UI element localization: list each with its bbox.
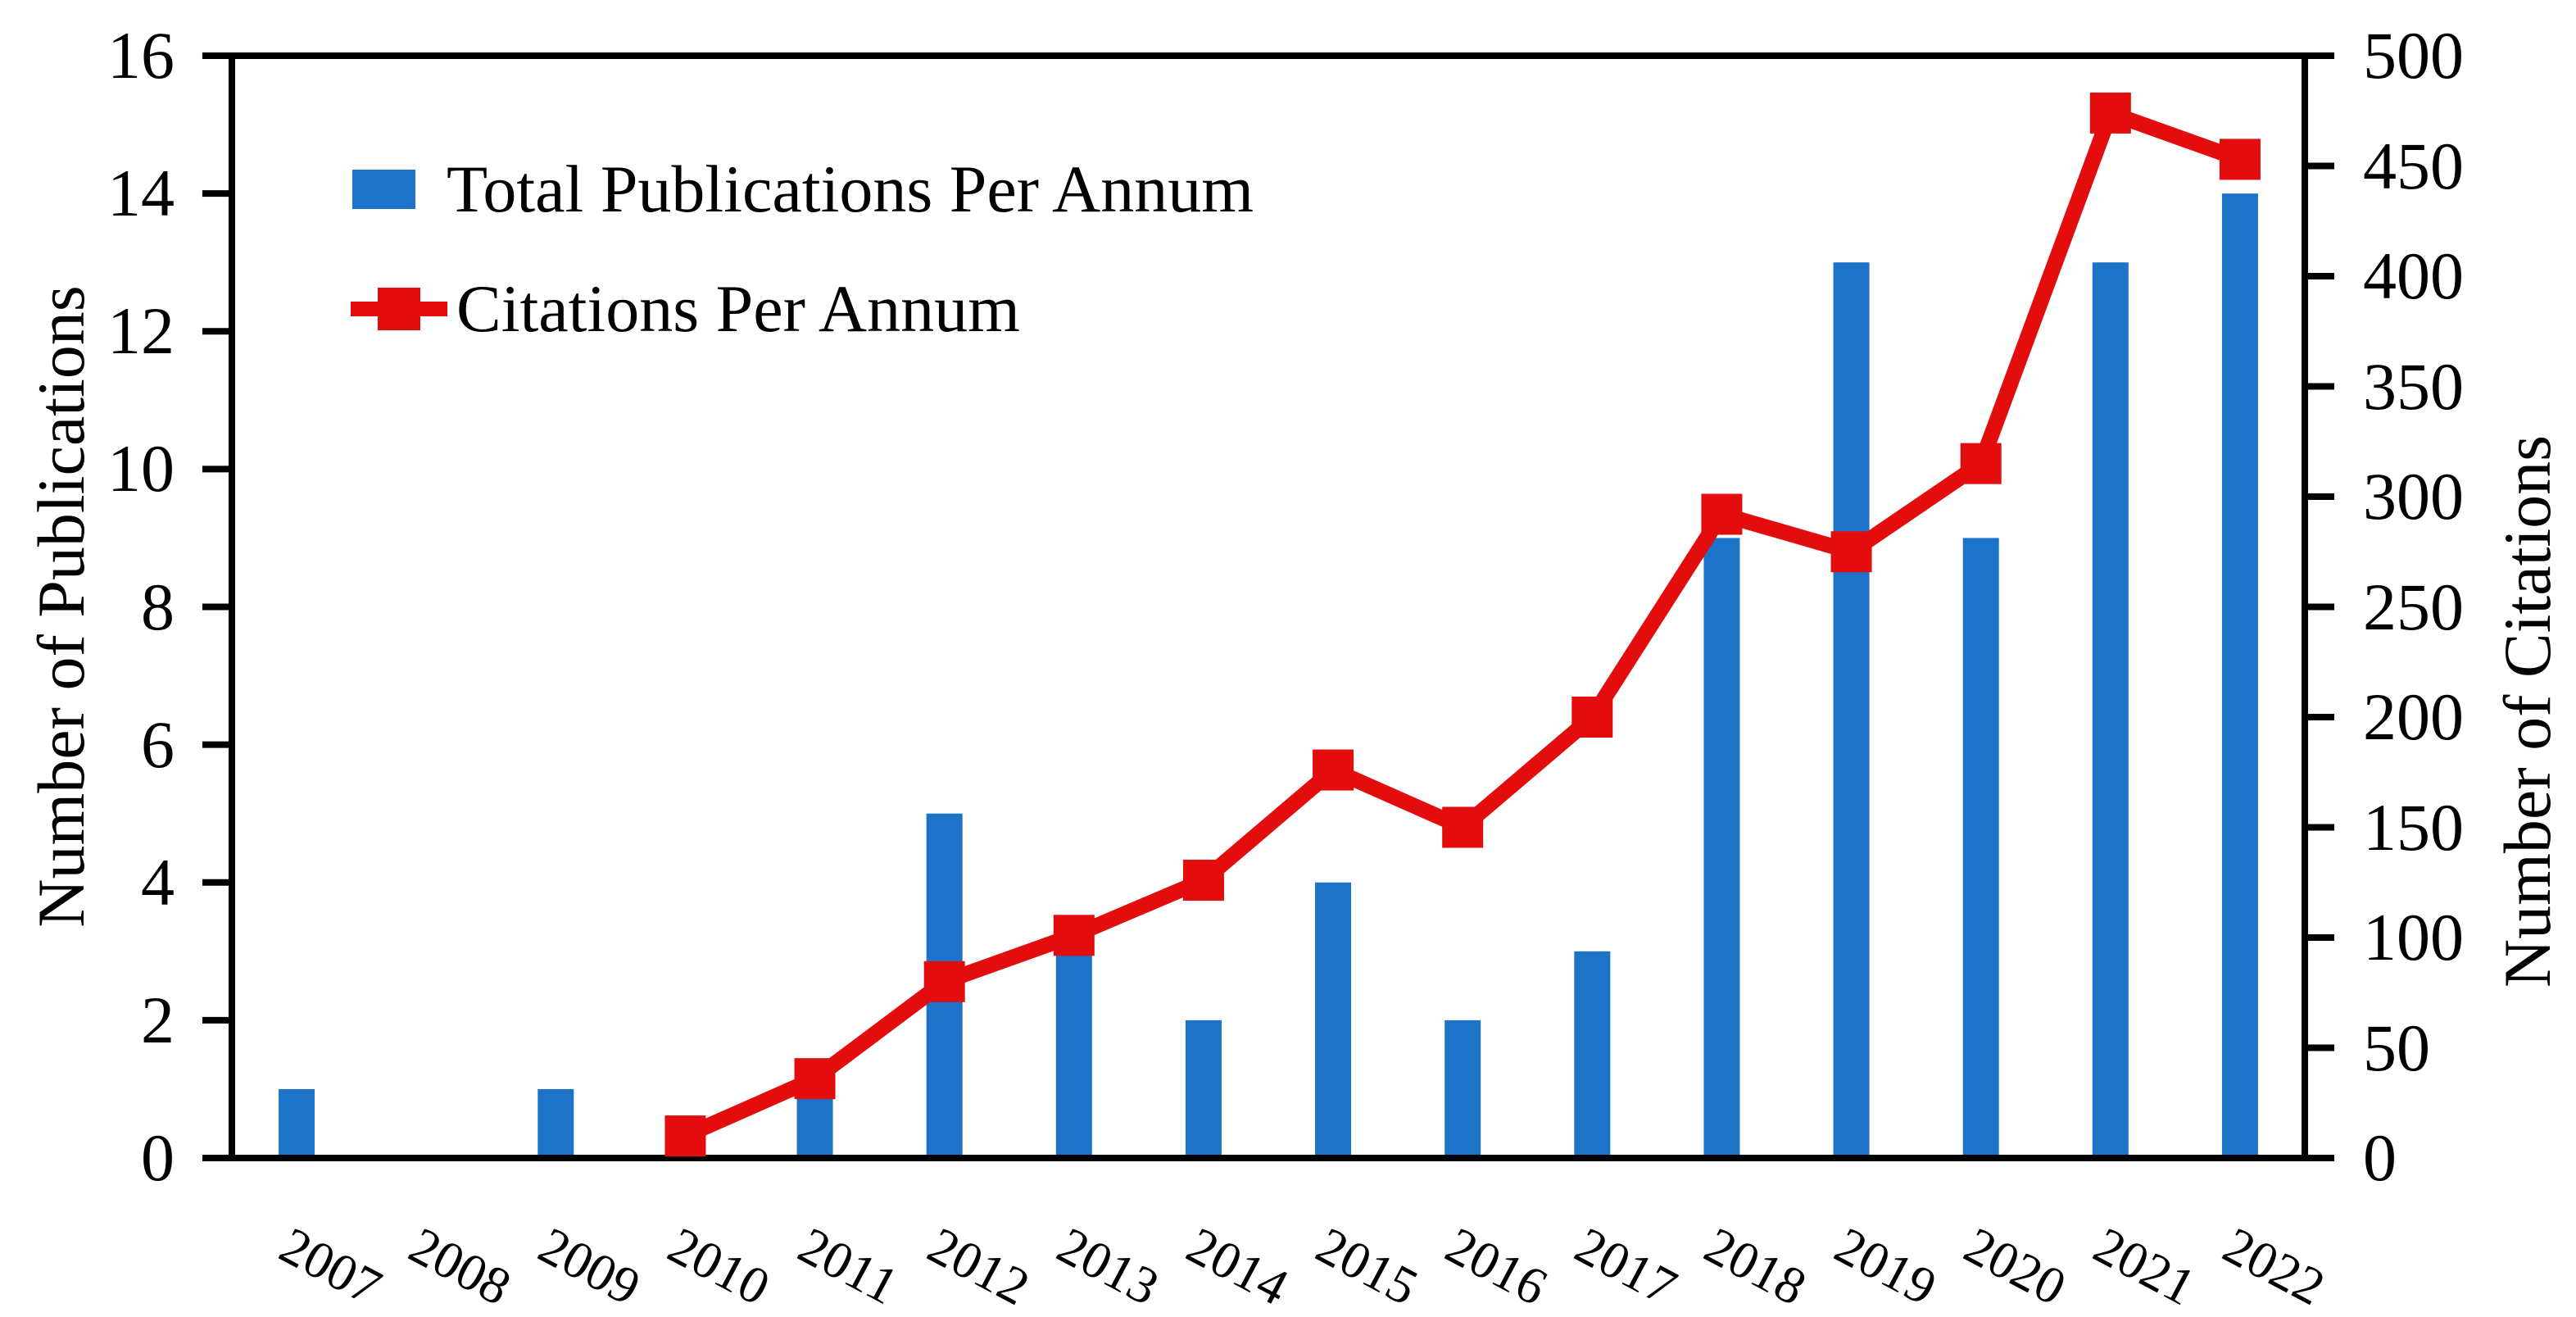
legend-bar-swatch — [352, 170, 415, 209]
left-tick-label-14: 14 — [107, 156, 175, 231]
bar-2015 — [1315, 882, 1352, 1158]
bar-2016 — [1444, 1020, 1481, 1158]
left-tick-label-16: 16 — [107, 18, 175, 93]
citations-line — [682, 102, 2243, 1143]
right-tick-label-250: 250 — [2363, 569, 2464, 644]
legend-square-marker-icon — [378, 288, 420, 330]
bar-2020 — [1962, 538, 1999, 1158]
left-axis-title: Number of Publications — [24, 285, 98, 928]
legend-label-publications: Total Publications Per Annum — [447, 152, 1254, 226]
citations-marker-2018 — [1701, 493, 1743, 535]
bar-2022 — [2221, 193, 2258, 1158]
bar-2021 — [2092, 262, 2129, 1158]
bar-2019 — [1833, 262, 1870, 1158]
legend-label-citations: Citations Per Annum — [456, 271, 1020, 346]
citations-marker-2015 — [1313, 749, 1354, 791]
citations-marker-2011 — [794, 1058, 836, 1100]
citations-marker-2013 — [1053, 915, 1095, 956]
bar-2018 — [1703, 538, 1740, 1158]
bar-2017 — [1574, 951, 1611, 1158]
left-tick-label-4: 4 — [141, 844, 175, 920]
citations-marker-2012 — [923, 961, 965, 1002]
bar-2011 — [796, 1088, 833, 1158]
citations-marker-2014 — [1182, 860, 1224, 901]
right-tick-label-400: 400 — [2363, 238, 2464, 313]
right-axis-title: Number of Citations — [2490, 434, 2565, 988]
citations-marker-2010 — [664, 1115, 706, 1157]
right-tick-label-150: 150 — [2363, 789, 2464, 865]
left-tick-label-6: 6 — [141, 706, 175, 782]
citations-marker-2022 — [2219, 139, 2261, 180]
citations-marker-2016 — [1442, 806, 1484, 848]
citations-marker-2017 — [1571, 697, 1613, 738]
right-tick-label-300: 300 — [2363, 459, 2464, 534]
left-tick-label-12: 12 — [107, 293, 175, 369]
right-tick-label-350: 350 — [2363, 348, 2464, 424]
right-tick-label-500: 500 — [2363, 18, 2464, 93]
bar-2009 — [537, 1088, 574, 1158]
citations-marker-2019 — [1830, 531, 1872, 573]
citations-marker-2021 — [2089, 92, 2131, 134]
right-tick-label-0: 0 — [2363, 1120, 2397, 1195]
bar-2014 — [1185, 1020, 1222, 1158]
right-tick-label-450: 450 — [2363, 128, 2464, 203]
right-tick-label-50: 50 — [2363, 1010, 2430, 1085]
left-tick-label-10: 10 — [107, 431, 175, 506]
right-tick-label-100: 100 — [2363, 900, 2464, 974]
bar-2013 — [1055, 951, 1092, 1158]
left-tick-label-2: 2 — [141, 982, 175, 1057]
left-tick-label-8: 8 — [141, 569, 175, 644]
bar-2007 — [279, 1088, 315, 1158]
citations-marker-2020 — [1960, 443, 2002, 484]
left-tick-label-0: 0 — [141, 1120, 175, 1195]
right-tick-label-200: 200 — [2363, 679, 2464, 754]
